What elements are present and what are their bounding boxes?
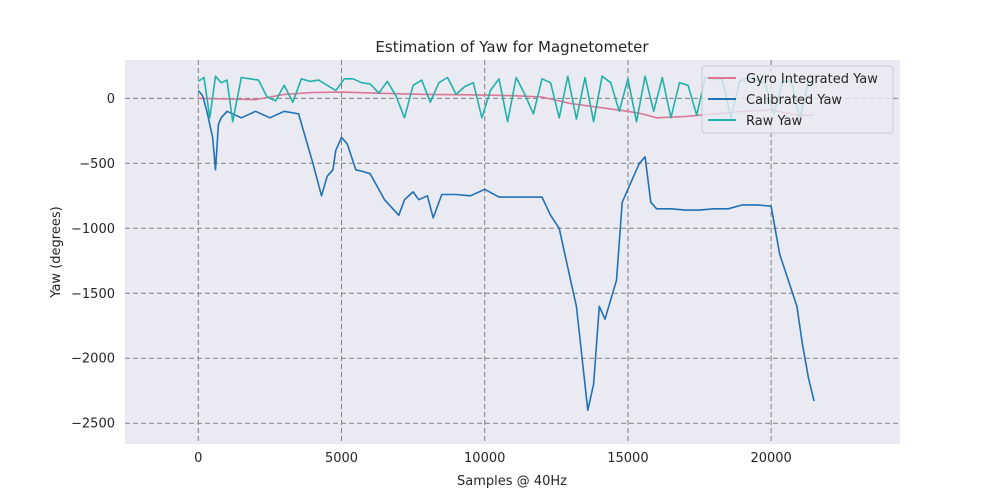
legend: Gyro Integrated Yaw Calibrated Yaw Raw Yaw [701, 65, 894, 134]
legend-box [701, 65, 894, 134]
y-axis-label: Yaw (degrees) [49, 206, 64, 298]
x-axis-label: Samples @ 40Hz [457, 474, 567, 489]
x-tick-label: 0 [194, 451, 202, 466]
chart-title: Estimation of Yaw for Magnetometer [375, 38, 649, 56]
legend-label-calibrated-yaw: Calibrated Yaw [746, 93, 842, 108]
x-tick-label: 15000 [607, 451, 648, 466]
x-tick-label: 10000 [464, 451, 505, 466]
y-tick-label: 0 [107, 92, 115, 107]
y-tick-label: −1500 [71, 287, 115, 302]
y-tick-label: −1000 [71, 222, 115, 237]
ticks: 0 5000 10000 15000 20000 0 −500 −1000 −1500 −2000… [71, 92, 792, 466]
x-tick-label: 20000 [750, 451, 791, 466]
y-tick-label: −2500 [71, 417, 115, 432]
y-tick-label: −2000 [71, 352, 115, 367]
x-tick-label: 5000 [325, 451, 358, 466]
legend-label-gyro-integrated-yaw: Gyro Integrated Yaw [746, 72, 878, 87]
series-line-calibrated-yaw [197, 89, 815, 412]
legend-label-raw-yaw: Raw Yaw [746, 114, 803, 129]
y-tick-label: −500 [79, 157, 115, 172]
